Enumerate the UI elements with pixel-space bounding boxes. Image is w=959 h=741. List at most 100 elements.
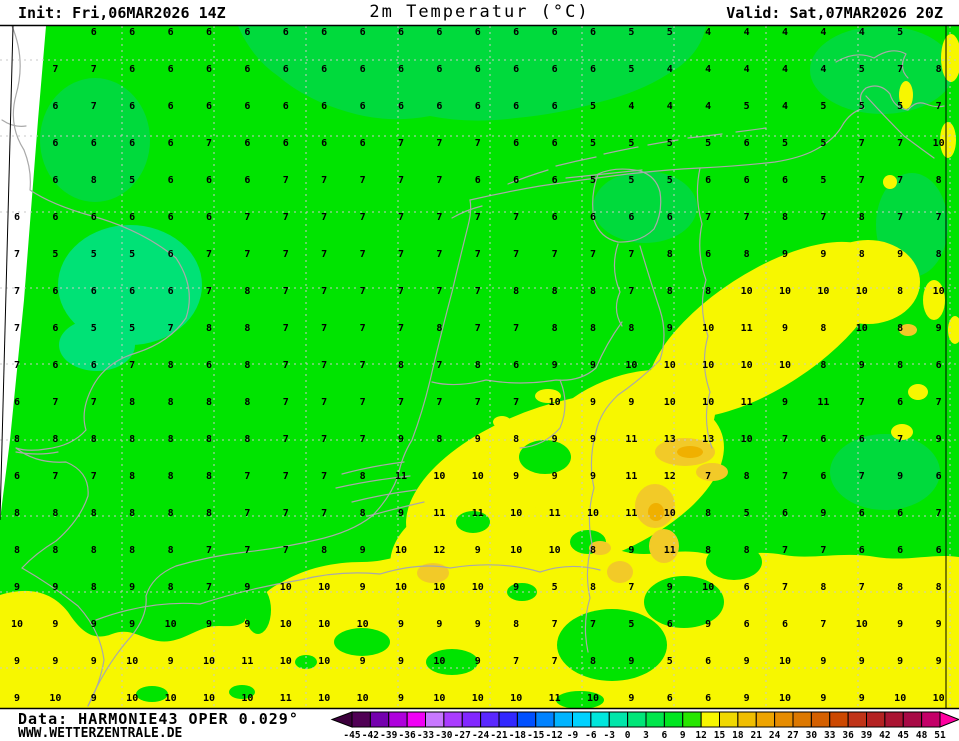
grid-temp-value: 8 <box>936 582 942 593</box>
grid-temp-value: 6 <box>398 64 404 75</box>
grid-temp-value: 5 <box>820 138 826 149</box>
grid-temp-value: 6 <box>744 175 750 186</box>
scale-tick-label: -30 <box>435 730 452 741</box>
grid-temp-value: 7 <box>321 508 327 519</box>
scale-box <box>388 711 408 728</box>
grid-temp-value: 7 <box>590 619 596 630</box>
grid-temp-value: 7 <box>513 212 519 223</box>
grid-temp-value: 6 <box>129 101 135 112</box>
grid-temp-value: 10 <box>741 286 753 297</box>
grid-temp-value: 6 <box>14 397 20 408</box>
warm-sector-yellow <box>0 34 959 708</box>
scale-tick-label: 39 <box>861 730 873 741</box>
grid-temp-value: 7 <box>52 471 58 482</box>
scale-tick-label: 45 <box>898 730 910 741</box>
grid-temp-value: 6 <box>820 434 826 445</box>
grid-temp-value: 7 <box>398 397 404 408</box>
grid-temp-value: 6 <box>206 64 212 75</box>
grid-temp-value: 8 <box>475 360 481 371</box>
grid-temp-value: 7 <box>360 434 366 445</box>
grid-temp-value: 6 <box>936 471 942 482</box>
scale-box <box>921 711 941 728</box>
scale-tick-label: 48 <box>916 730 928 741</box>
grid-temp-value: 8 <box>244 323 250 334</box>
grid-temp-value: 9 <box>398 693 404 704</box>
grid-temp-value: 8 <box>244 397 250 408</box>
grid-temp-value: 6 <box>91 360 97 371</box>
grid-temp-value: 5 <box>859 64 865 75</box>
model-data-label: Data: HARMONIE43 OPER 0.029° <box>18 710 299 728</box>
grid-temp-value: 8 <box>936 175 942 186</box>
grid-temp-value: 6 <box>129 27 135 38</box>
grid-temp-value: 8 <box>52 508 58 519</box>
grid-temp-value: 8 <box>244 434 250 445</box>
grid-temp-value: 5 <box>552 582 558 593</box>
grid-temp-value: 8 <box>168 397 174 408</box>
grid-temp-value: 8 <box>52 545 58 556</box>
grid-temp-value: 8 <box>590 582 596 593</box>
grid-temp-value: 6 <box>782 619 788 630</box>
grid-temp-value: 7 <box>360 175 366 186</box>
grid-temp-value: 5 <box>744 508 750 519</box>
grid-temp-value: 6 <box>513 27 519 38</box>
grid-temp-value: 6 <box>475 175 481 186</box>
scale-tick-label: 33 <box>824 730 836 741</box>
scale-box <box>406 711 427 728</box>
grid-temp-value: 4 <box>782 64 788 75</box>
grid-temp-value: 7 <box>436 138 442 149</box>
green-islands <box>136 440 762 709</box>
grid-temp-value: 9 <box>897 619 903 630</box>
grid-temp-value: 9 <box>14 582 20 593</box>
grid-temp-value: 7 <box>14 360 20 371</box>
grid-temp-value: 9 <box>360 582 366 593</box>
scale-tick-label: -6 <box>585 730 597 741</box>
grid-temp-value: 8 <box>705 545 711 556</box>
scale-box <box>425 711 445 728</box>
grid-temp-value: 11 <box>625 508 637 519</box>
grid-temp-value: 6 <box>168 64 174 75</box>
grid-temp-value: 10 <box>280 619 292 630</box>
grid-temp-value: 9 <box>552 360 558 371</box>
grid-temp-value: 8 <box>705 508 711 519</box>
temperature-values: 6 6 6 6 6 6 6 6 6 6 6 6 6 6 5 5 4 4 4 4 4 5 7 7 6 6 6 6 6 6 6 6 6 6 6 6 6 5 4 4… <box>11 27 945 704</box>
grid-temp-value: 6 <box>552 212 558 223</box>
grid-temp-value: 6 <box>283 101 289 112</box>
grid-temp-value: 8 <box>206 471 212 482</box>
grid-temp-value: 9 <box>590 471 596 482</box>
grid-temp-value: 6 <box>590 64 596 75</box>
grid-temp-value: 6 <box>360 101 366 112</box>
scale-tick-label: -24 <box>472 730 489 741</box>
grid-temp-value: 4 <box>705 101 711 112</box>
grid-temp-value: 8 <box>129 471 135 482</box>
grid-temp-value: 7 <box>936 101 942 112</box>
grid-temp-value: 7 <box>475 138 481 149</box>
grid-temp-value: 10 <box>664 397 676 408</box>
grid-temp-value: 10 <box>856 286 868 297</box>
grid-temp-value: 8 <box>360 508 366 519</box>
grid-temp-value: 8 <box>820 582 826 593</box>
grid-temp-value: 5 <box>628 175 634 186</box>
grid-temp-value: 10 <box>549 397 561 408</box>
grid-temp-value: 5 <box>129 175 135 186</box>
valid-time-label: Valid: Sat,07MAR2026 20Z <box>726 4 943 22</box>
scale-tick-label: -45 <box>343 730 360 741</box>
grid-temp-value: 11 <box>664 545 676 556</box>
grid-temp-value: 7 <box>936 397 942 408</box>
scale-box <box>902 711 923 728</box>
grid-temp-value: 8 <box>398 360 404 371</box>
grid-temp-value: 6 <box>244 27 250 38</box>
grid-temp-value: 7 <box>283 249 289 260</box>
grid-temp-value: 9 <box>475 434 481 445</box>
grid-temp-value: 7 <box>14 323 20 334</box>
grid-temp-value: 5 <box>129 249 135 260</box>
scale-tick-label: 3 <box>643 730 649 741</box>
scale-box <box>608 711 629 728</box>
grid-temp-value: 6 <box>360 27 366 38</box>
grid-temp-value: 6 <box>91 212 97 223</box>
grid-temp-value: 10 <box>395 545 407 556</box>
grid-temp-value: 9 <box>475 545 481 556</box>
grid-temp-value: 6 <box>705 249 711 260</box>
grid-temp-value: 9 <box>206 619 212 630</box>
grid-temp-value: 6 <box>52 286 58 297</box>
grid-temp-value: 7 <box>513 656 519 667</box>
